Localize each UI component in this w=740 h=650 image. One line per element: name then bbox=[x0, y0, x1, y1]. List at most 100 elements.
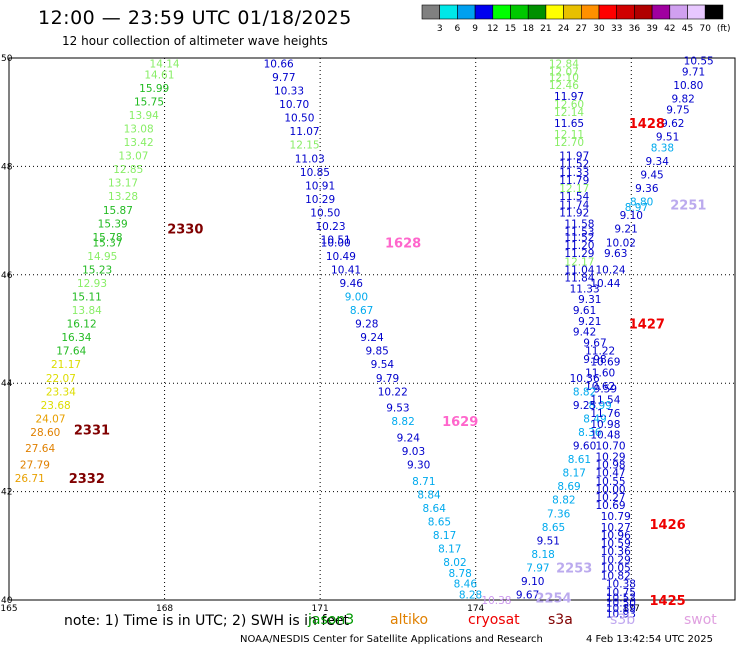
wave-height-point: 8.46 bbox=[454, 579, 478, 591]
wave-height-point: 11.22 bbox=[585, 346, 615, 358]
wave-height-point: 9.10 bbox=[521, 576, 544, 588]
wave-height-point: 11.84 bbox=[564, 273, 594, 285]
wave-height-point: 22.07 bbox=[46, 373, 76, 385]
scale-tick-label: 27 bbox=[576, 24, 587, 34]
wave-height-point: 10.50 bbox=[284, 113, 314, 125]
wave-height-point: 10.53 bbox=[606, 592, 636, 604]
wave-height-point: 10.41 bbox=[331, 264, 361, 276]
scale-swatch bbox=[704, 4, 724, 20]
wave-height-point: 10.89 bbox=[606, 603, 636, 615]
wave-height-point: 9.34 bbox=[646, 156, 670, 168]
wave-height-point: 14.95 bbox=[87, 251, 117, 263]
wave-height-point: 11.52 bbox=[559, 159, 589, 171]
wave-height-point: 8.97 bbox=[625, 202, 648, 214]
wave-height-point: 12.60 bbox=[554, 99, 584, 111]
wave-height-point: 9.67 bbox=[583, 338, 606, 350]
wave-height-point: 10.22 bbox=[378, 386, 408, 398]
wave-height-point: 12.15 bbox=[290, 140, 320, 152]
track-id-label: 1426 bbox=[649, 518, 685, 533]
wave-height-point: 8.17 bbox=[438, 544, 461, 556]
wave-height-point: 9.00 bbox=[345, 291, 368, 303]
wave-height-point: 8.65 bbox=[542, 522, 565, 534]
scale-tick-label: 21 bbox=[540, 24, 551, 34]
wave-height-point: 8.82 bbox=[552, 495, 575, 507]
scale-tick-label: 42 bbox=[664, 24, 675, 34]
wave-height-point: 9.63 bbox=[604, 248, 627, 260]
wave-height-point: 9.30 bbox=[407, 460, 430, 472]
scale-tick-label: 45 bbox=[682, 24, 693, 34]
wave-height-point: 10.44 bbox=[590, 278, 620, 290]
wave-height-point: 26.71 bbox=[15, 473, 45, 485]
wave-height-point: 12.84 bbox=[549, 58, 579, 70]
wave-height-point: 12.11 bbox=[554, 129, 584, 141]
wave-height-point: 10.50 bbox=[310, 207, 340, 219]
scale-tick-label: 18 bbox=[522, 24, 534, 34]
wave-height-point: 10.93 bbox=[606, 609, 636, 621]
wave-height-point: 23.68 bbox=[41, 400, 71, 412]
y-tick-label: 42 bbox=[1, 488, 12, 498]
wave-height-point: 9.54 bbox=[371, 359, 395, 371]
wave-height-point: 10.96 bbox=[601, 530, 631, 542]
wave-height-point: 10.49 bbox=[326, 251, 356, 263]
wave-height-point: 10.55 bbox=[596, 476, 626, 488]
chart-title: 12:00 — 23:59 UTC 01/18/2025 bbox=[38, 7, 352, 29]
track-id-label: 2331 bbox=[74, 423, 110, 438]
wave-height-point: 11.79 bbox=[559, 175, 589, 187]
wave-height-point: 9.51 bbox=[537, 535, 560, 547]
wave-height-point: 10.50 bbox=[606, 598, 636, 610]
wave-height-point: 15.39 bbox=[98, 218, 128, 230]
wave-height-point: 12.93 bbox=[77, 278, 107, 290]
wave-height-point: 24.07 bbox=[35, 413, 65, 425]
wave-height-point: 15.78 bbox=[92, 232, 122, 244]
wave-height-point: 11.60 bbox=[585, 367, 615, 379]
wave-height-point: 11.54 bbox=[590, 394, 620, 406]
wave-height-point: 13.08 bbox=[124, 123, 154, 135]
wave-height-point: 10.75 bbox=[606, 587, 636, 599]
wave-height-point: 21.17 bbox=[51, 359, 81, 371]
scale-tick-label: 70 bbox=[699, 24, 711, 34]
scale-tick-label: 9 bbox=[472, 24, 478, 34]
color-scale-legend: 3 6 9 12 15 18 21 24 27 30 33 36 39 42 45 70 (ft) bbox=[421, 4, 731, 34]
wave-height-point: 11.33 bbox=[559, 167, 589, 179]
scale-tick-label: 6 bbox=[455, 24, 461, 34]
wave-height-point: 12.14 bbox=[554, 107, 584, 119]
wave-height-point: 8.61 bbox=[568, 454, 591, 466]
footer-timestamp: 4 Feb 13:42:54 UTC 2025 bbox=[586, 634, 713, 645]
wave-height-point: 16.34 bbox=[61, 332, 91, 344]
scale-tick-label: 36 bbox=[629, 24, 641, 34]
wave-height-point: 10.05 bbox=[601, 562, 631, 574]
wave-height-point: 13.17 bbox=[108, 178, 138, 190]
wave-height-point: 11.29 bbox=[564, 248, 594, 260]
wave-height-point: 10.70 bbox=[279, 99, 309, 111]
wave-height-point: 12.46 bbox=[549, 80, 579, 92]
wave-height-point: 15.99 bbox=[139, 83, 169, 95]
wave-height-point: 8.36 bbox=[578, 427, 602, 439]
wave-height-point: 11.52 bbox=[564, 232, 594, 244]
wave-height-point: 9.98 bbox=[583, 354, 606, 366]
source-cryosat: cryosat bbox=[468, 612, 520, 628]
wave-height-point: 8.78 bbox=[448, 568, 471, 580]
wave-height-point: 9.59 bbox=[594, 384, 617, 396]
wave-height-point: 10.38 bbox=[606, 579, 636, 591]
track-id-label: 1629 bbox=[442, 415, 478, 430]
wave-height-point: 9.75 bbox=[666, 104, 689, 116]
scale-unit-label: (ft) bbox=[717, 24, 731, 34]
wave-height-point: 13.07 bbox=[118, 151, 148, 163]
track-id-label: 1428 bbox=[629, 117, 665, 132]
wave-height-point: 8.69 bbox=[557, 481, 580, 493]
wave-height-point: 10.29 bbox=[596, 451, 626, 463]
wave-height-point: 9.71 bbox=[682, 67, 705, 79]
track-id-label: 2253 bbox=[556, 561, 592, 576]
wave-height-point: 9.82 bbox=[671, 94, 694, 106]
wave-height-point: 11.65 bbox=[554, 118, 584, 130]
y-tick-label: 48 bbox=[1, 162, 13, 172]
wave-height-point: 8.49 bbox=[583, 413, 606, 425]
wave-height-point: 15.23 bbox=[82, 264, 112, 276]
source-jason3: jason3 bbox=[308, 612, 355, 628]
wave-height-point: 8.84 bbox=[417, 489, 441, 501]
wave-height-point: 13.42 bbox=[124, 137, 154, 149]
wave-height-point: 8.82 bbox=[573, 386, 596, 398]
satellite-source-legend: jason3 altiko cryosat s3a s3b swot bbox=[0, 612, 740, 632]
y-tick-label: 44 bbox=[1, 379, 13, 389]
